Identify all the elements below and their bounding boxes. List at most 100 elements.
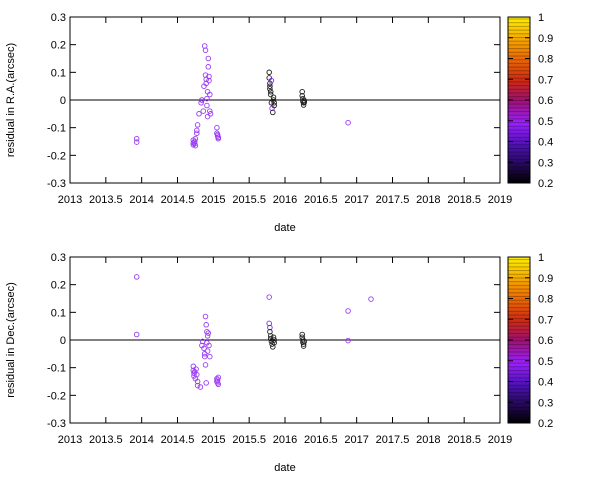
data-point	[215, 374, 222, 381]
data-point	[270, 94, 277, 100]
data-point	[268, 77, 275, 84]
y-tick-label: -0.2	[47, 390, 66, 402]
data-point	[192, 135, 199, 142]
colorbar-tick-label: 1	[538, 12, 544, 24]
data-point	[193, 366, 199, 372]
x-tick-label: 2014.5	[161, 434, 195, 446]
y-tick-label: 0.2	[51, 40, 66, 52]
colorbar-tick-label: 0.6	[538, 95, 553, 107]
data-point	[271, 102, 277, 109]
colorbar-tick-label: 0.8	[538, 294, 553, 306]
data-point	[198, 100, 204, 106]
data-point	[197, 384, 204, 390]
y-axis-label: residual in R.A.(arcsec)	[5, 43, 17, 157]
data-point	[214, 124, 220, 131]
data-point	[345, 119, 351, 126]
colorbar-tick-label: 0.6	[538, 335, 553, 347]
y-tick-label: -0.2	[47, 150, 66, 162]
x-tick-label: 2016	[273, 434, 297, 446]
data-point	[204, 95, 210, 102]
data-point	[202, 47, 209, 53]
x-tick-label: 2017.5	[376, 194, 410, 206]
data-point	[299, 93, 305, 99]
x-tick-label: 2014	[129, 194, 153, 206]
data-point	[267, 86, 273, 92]
data-point	[268, 338, 275, 345]
data-point	[133, 274, 140, 280]
x-tick-label: 2016.5	[304, 434, 338, 446]
colorbar-tick-label: 1	[538, 252, 544, 264]
data-point	[345, 308, 351, 314]
data-point	[201, 351, 208, 357]
colorbar-tick-label: 0.9	[538, 273, 553, 285]
data-point	[194, 371, 200, 378]
data-point	[203, 380, 209, 386]
colorbar-tick-label: 0.4	[538, 377, 553, 389]
plot-panel-1: -0.3 -0.2 -0.1 0 0.1 0.2 0.3 2013 2013.5 2014 2014…	[5, 12, 553, 234]
data-point	[271, 337, 277, 343]
x-tick-label: 2018.5	[447, 434, 481, 446]
colorbar-tick-label: 0.2	[538, 418, 553, 430]
data-point	[194, 130, 200, 136]
data-point	[194, 122, 201, 128]
y-tick-label: 0.3	[51, 12, 66, 24]
data-point	[345, 337, 351, 344]
data-point	[203, 76, 209, 83]
data-point	[266, 294, 272, 300]
data-point	[202, 313, 209, 320]
x-tick-label: 2015.5	[232, 194, 266, 206]
colorbar-tick-label: 0.3	[538, 397, 553, 409]
y-tick-label: -0.1	[47, 363, 66, 375]
colorbar-stripes	[508, 17, 530, 183]
x-tick-label: 2013.5	[89, 434, 123, 446]
data-point	[206, 73, 212, 80]
data-point	[201, 353, 208, 360]
data-point	[267, 83, 273, 89]
data-point	[299, 331, 305, 338]
colorbar-tick-label: 0.9	[538, 33, 553, 45]
data-point	[271, 100, 277, 106]
colorbar-tick-label: 0.2	[538, 178, 553, 190]
data-point	[199, 97, 205, 103]
x-tick-label: 2018.5	[447, 194, 481, 206]
data-point	[203, 80, 209, 87]
data-point	[206, 77, 212, 84]
y-tick-label: 0	[60, 335, 66, 347]
data-point	[215, 381, 222, 388]
data-point	[204, 113, 211, 120]
data-point	[190, 363, 197, 370]
y-tick-label: 0.1	[51, 67, 66, 79]
y-tick-label: 0	[60, 95, 66, 107]
x-tick-label: 2017	[344, 194, 368, 206]
data-point	[270, 109, 276, 116]
data-point	[200, 108, 207, 114]
y-tick-label: -0.3	[47, 418, 66, 430]
data-point	[300, 341, 307, 347]
data-point	[133, 331, 140, 338]
data-point	[192, 142, 199, 149]
data-point	[194, 382, 201, 389]
data-point	[271, 340, 277, 346]
data-point	[368, 296, 374, 302]
data-point	[204, 102, 210, 109]
data-point	[205, 330, 212, 336]
data-point	[133, 135, 140, 142]
data-point	[194, 378, 201, 385]
x-tick-label: 2019	[488, 194, 512, 206]
data-point	[301, 97, 308, 104]
data-point	[196, 111, 202, 117]
y-axis-label: residual in Dec.(arcsec)	[5, 282, 17, 398]
data-point	[207, 108, 213, 114]
data-point	[267, 80, 273, 87]
data-point	[207, 111, 214, 117]
data-point	[299, 88, 305, 95]
data-point	[299, 334, 305, 340]
colorbar-tick-label: 0.7	[538, 314, 553, 326]
data-point	[206, 342, 212, 349]
colorbar-stripes	[508, 257, 530, 423]
x-tick-label: 2015.5	[232, 434, 266, 446]
data-point	[267, 91, 274, 98]
x-tick-label: 2016	[273, 194, 297, 206]
data-point	[203, 322, 209, 328]
x-tick-label: 2014	[129, 434, 153, 446]
